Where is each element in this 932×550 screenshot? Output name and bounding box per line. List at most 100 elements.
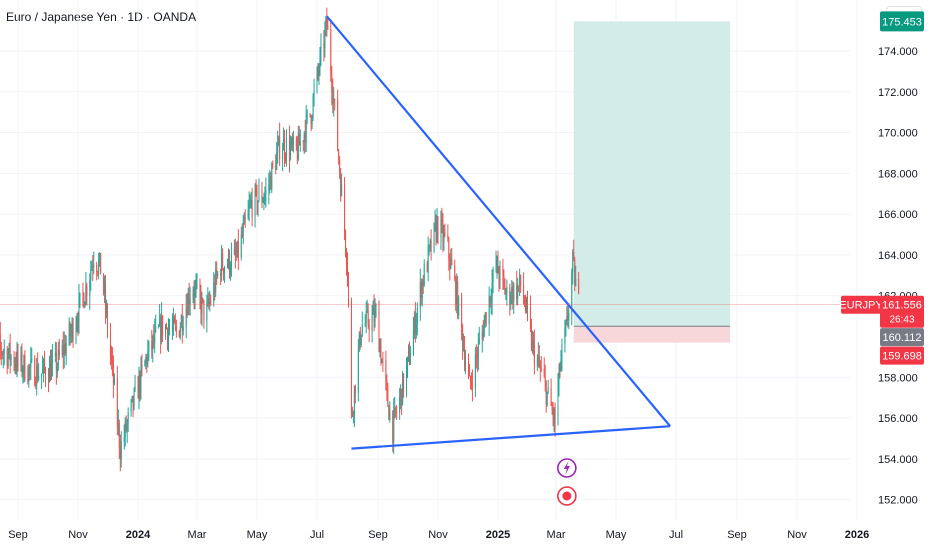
candle-body xyxy=(517,285,519,300)
time-tick-label: Sep xyxy=(727,529,747,541)
candle-body xyxy=(120,441,122,460)
candle-body xyxy=(186,307,188,316)
candle-body xyxy=(166,326,168,329)
price-axis[interactable]: 152.000154.000156.000158.000162.000164.0… xyxy=(878,46,918,507)
time-tick-label: Mar xyxy=(547,529,566,541)
candle-body xyxy=(1,353,3,355)
candle-body xyxy=(488,296,490,325)
candle-body xyxy=(178,330,180,337)
candle-body xyxy=(324,29,326,49)
candle-body xyxy=(337,99,339,151)
candle-body xyxy=(175,325,177,331)
candle-body xyxy=(30,359,32,368)
target-price-badge-text: 175.453 xyxy=(882,16,922,28)
candlesticks xyxy=(0,7,580,472)
candle-body xyxy=(145,357,147,361)
candle-body xyxy=(133,389,135,408)
candle-body xyxy=(565,321,567,330)
candle-body xyxy=(282,150,284,160)
candle-body xyxy=(200,296,202,315)
candle-body xyxy=(58,349,60,356)
candle-body xyxy=(214,283,216,293)
candle-body xyxy=(309,113,311,116)
candle-body xyxy=(194,286,196,297)
candle-body xyxy=(34,358,36,386)
candle-body xyxy=(559,364,561,371)
candle-body xyxy=(560,360,562,371)
candle-body xyxy=(513,283,515,303)
candle-body xyxy=(450,259,452,269)
candle-body xyxy=(64,343,66,355)
last-price-badge-bg xyxy=(880,295,924,328)
candle-body xyxy=(112,362,114,385)
dividend-event-dot xyxy=(562,491,572,501)
candle-body xyxy=(399,397,401,413)
candle-body xyxy=(279,136,281,160)
candle-body xyxy=(449,258,451,269)
candle-body xyxy=(202,298,204,301)
candle-body xyxy=(276,152,278,170)
time-axis[interactable]: Sep Nov 2024 Mar May Jul Sep Nov 2025 Mar May Jul Se… xyxy=(8,529,869,541)
candle-body xyxy=(352,413,354,415)
time-tick-label: Nov xyxy=(428,529,448,541)
candle-body xyxy=(539,365,541,369)
candle-body xyxy=(99,253,101,261)
time-tick-label: 2024 xyxy=(126,529,151,541)
price-tick-label: 164.000 xyxy=(878,250,918,262)
candle-body xyxy=(44,360,46,370)
candle-body xyxy=(413,314,415,331)
candle-body xyxy=(476,356,478,359)
price-tick-label: 158.000 xyxy=(878,372,918,384)
candle-body xyxy=(85,285,87,303)
candle-body xyxy=(265,190,267,195)
candle-body xyxy=(147,351,149,364)
candle-body xyxy=(78,297,80,324)
candle-body xyxy=(38,375,40,380)
candle-body xyxy=(361,325,363,335)
candle-body xyxy=(140,364,142,392)
candle-body xyxy=(313,89,315,97)
candle-body xyxy=(350,301,352,413)
candle-body xyxy=(357,348,359,394)
candle-body xyxy=(127,412,129,423)
candle-body xyxy=(28,365,30,382)
candle-body xyxy=(174,322,176,326)
candle-body xyxy=(63,343,65,356)
candle-body xyxy=(71,322,73,332)
candle-body xyxy=(333,99,335,104)
stop-price-badge-text: 159.698 xyxy=(882,351,922,363)
candle-body xyxy=(247,209,249,220)
candle-body xyxy=(533,341,535,366)
candle-body xyxy=(434,221,436,223)
candle-body xyxy=(7,354,9,367)
candle-body xyxy=(118,422,120,448)
position-zones xyxy=(573,21,731,343)
candle-body xyxy=(132,395,134,408)
candle-body xyxy=(210,301,212,303)
candle-body xyxy=(92,266,94,268)
lightning-event-icon[interactable] xyxy=(557,458,577,478)
candle-body xyxy=(463,347,465,349)
candle-body xyxy=(91,266,93,271)
candle-body xyxy=(440,220,442,239)
candle-body xyxy=(257,201,259,209)
candle-body xyxy=(416,308,418,322)
price-tick-label: 152.000 xyxy=(878,495,918,507)
candle-body xyxy=(380,345,382,364)
candle-body xyxy=(571,272,573,313)
candle-body xyxy=(443,232,445,242)
candle-body xyxy=(234,249,236,256)
candle-body xyxy=(498,273,500,282)
candle-body xyxy=(388,406,390,420)
candle-body xyxy=(304,133,306,143)
candle-body xyxy=(148,341,150,352)
candle-body xyxy=(54,352,56,357)
dividend-event-icon[interactable] xyxy=(557,486,577,506)
time-tick-label: Nov xyxy=(787,529,807,541)
candle-body xyxy=(320,43,322,53)
candle-body xyxy=(139,375,141,392)
event-markers[interactable] xyxy=(557,458,577,506)
candle-body xyxy=(250,200,252,203)
candle-body xyxy=(29,365,31,368)
